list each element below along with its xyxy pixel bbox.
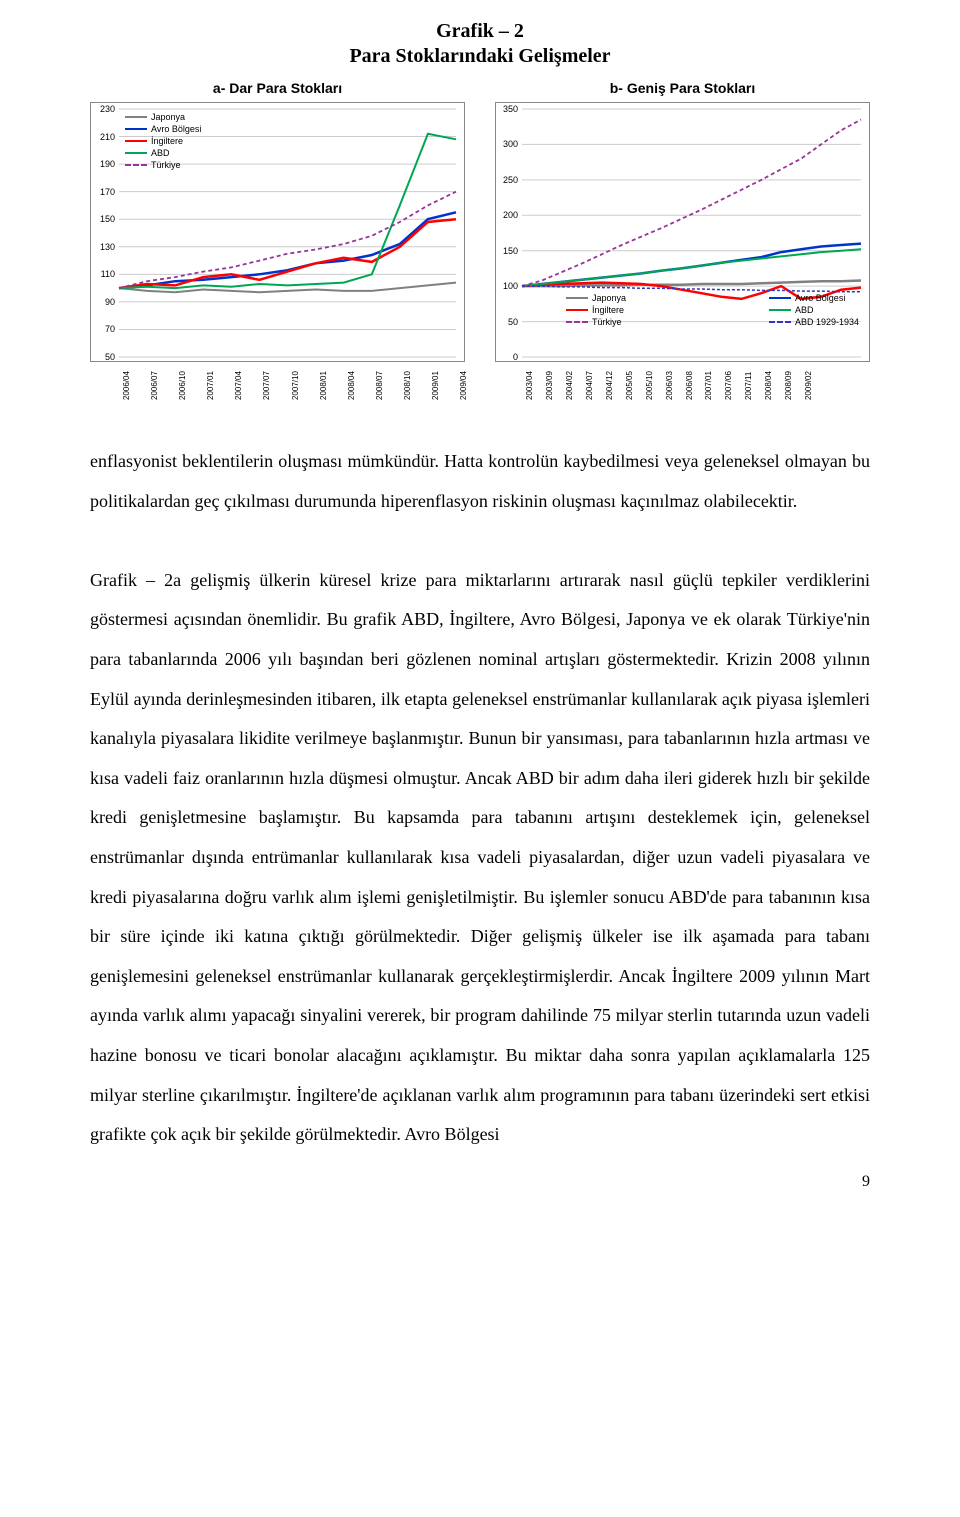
- x-tick-label: 2006/04: [122, 371, 131, 400]
- y-tick-label: 250: [496, 175, 518, 185]
- x-tick-label: 2008/04: [347, 371, 356, 400]
- x-tick-label: 2007/01: [206, 371, 215, 400]
- series-euro: [522, 244, 861, 287]
- y-tick-label: 130: [91, 242, 115, 252]
- y-tick-label: 300: [496, 139, 518, 149]
- y-tick-label: 170: [91, 187, 115, 197]
- figure-title-main: Grafik – 2: [90, 20, 870, 43]
- figure-title-sub: Para Stoklarındaki Gelişmeler: [90, 45, 870, 68]
- page-number: 9: [90, 1173, 870, 1191]
- panel-a-title: a- Dar Para Stokları: [90, 80, 465, 96]
- x-tick-label: 2007/10: [291, 371, 300, 400]
- x-tick-label: 2009/04: [459, 371, 468, 400]
- x-tick-label: 2009/01: [431, 371, 440, 400]
- chart-panel-a: a- Dar Para Stokları Japonya Avro Bölges…: [90, 80, 465, 402]
- y-tick-label: 190: [91, 159, 115, 169]
- chart-a-xlabels: 2006/04 2006/07 2006/10 2007/01 2007/04 2007/…: [90, 364, 465, 402]
- x-tick-label: 2005/05: [625, 371, 634, 400]
- x-tick-label: 2003/04: [525, 371, 534, 400]
- y-tick-label: 110: [91, 269, 115, 279]
- y-tick-label: 70: [91, 324, 115, 334]
- chart-b-legend-right: Avro BölgesiABDABD 1929-1934: [769, 292, 859, 328]
- y-tick-label: 230: [91, 104, 115, 114]
- x-tick-label: 2004/02: [565, 371, 574, 400]
- y-tick-label: 200: [496, 210, 518, 220]
- y-tick-label: 90: [91, 297, 115, 307]
- x-tick-label: 2008/01: [319, 371, 328, 400]
- y-tick-label: 350: [496, 104, 518, 114]
- legend-euro: Avro Bölgesi: [125, 123, 201, 135]
- x-tick-label: 2004/07: [585, 371, 594, 400]
- legend-usa: ABD: [125, 147, 201, 159]
- y-tick-label: 50: [91, 352, 115, 362]
- x-tick-label: 2005/10: [645, 371, 654, 400]
- x-tick-label: 2008/10: [403, 371, 412, 400]
- charts-row: a- Dar Para Stokları Japonya Avro Bölges…: [90, 80, 870, 402]
- x-tick-label: 2006/03: [665, 371, 674, 400]
- y-tick-label: 0: [496, 352, 518, 362]
- x-tick-label: 2007/06: [724, 371, 733, 400]
- series-euro: [119, 212, 456, 288]
- x-tick-label: 2006/07: [150, 371, 159, 400]
- x-tick-label: 2008/04: [764, 371, 773, 400]
- x-tick-label: 2006/08: [685, 371, 694, 400]
- chart-b-legend-left: JaponyaİngiltereTürkiye: [566, 292, 626, 328]
- body-text: enflasyonist beklentilerin oluşması mümk…: [90, 442, 870, 1155]
- paragraph-1: enflasyonist beklentilerin oluşması mümk…: [90, 442, 870, 521]
- y-tick-label: 210: [91, 132, 115, 142]
- chart-b: 0 50 100 150 200 250 300 350 JaponyaİngiltereTür…: [495, 102, 870, 362]
- chart-panel-b: b- Geniş Para Stokları 0 50 100 150 200 250 30…: [495, 80, 870, 402]
- x-tick-label: 2007/01: [704, 371, 713, 400]
- x-tick-label: 2007/04: [234, 371, 243, 400]
- x-tick-label: 2008/07: [375, 371, 384, 400]
- y-tick-label: 150: [496, 246, 518, 256]
- x-tick-label: 2006/10: [178, 371, 187, 400]
- y-tick-label: 100: [496, 281, 518, 291]
- x-tick-label: 2008/09: [784, 371, 793, 400]
- y-tick-label: 150: [91, 214, 115, 224]
- y-tick-label: 50: [496, 317, 518, 327]
- legend-turkey: Türkiye: [125, 159, 201, 171]
- panel-b-title: b- Geniş Para Stokları: [495, 80, 870, 96]
- legend-uk: İngiltere: [125, 135, 201, 147]
- x-tick-label: 2004/12: [605, 371, 614, 400]
- chart-a-legend: Japonya Avro Bölgesi İngiltere ABD Türki…: [125, 111, 201, 171]
- chart-a: Japonya Avro Bölgesi İngiltere ABD Türki…: [90, 102, 465, 362]
- x-tick-label: 2007/11: [744, 372, 753, 400]
- paragraph-2: Grafik – 2a gelişmiş ülkerin küresel kri…: [90, 561, 870, 1155]
- chart-b-xlabels: 2003/04 2003/09 2004/02 2004/07 2004/12 2005/…: [495, 364, 870, 402]
- x-tick-label: 2009/02: [804, 371, 813, 400]
- legend-japan: Japonya: [125, 111, 201, 123]
- x-tick-label: 2007/07: [262, 371, 271, 400]
- x-tick-label: 2003/09: [545, 371, 554, 400]
